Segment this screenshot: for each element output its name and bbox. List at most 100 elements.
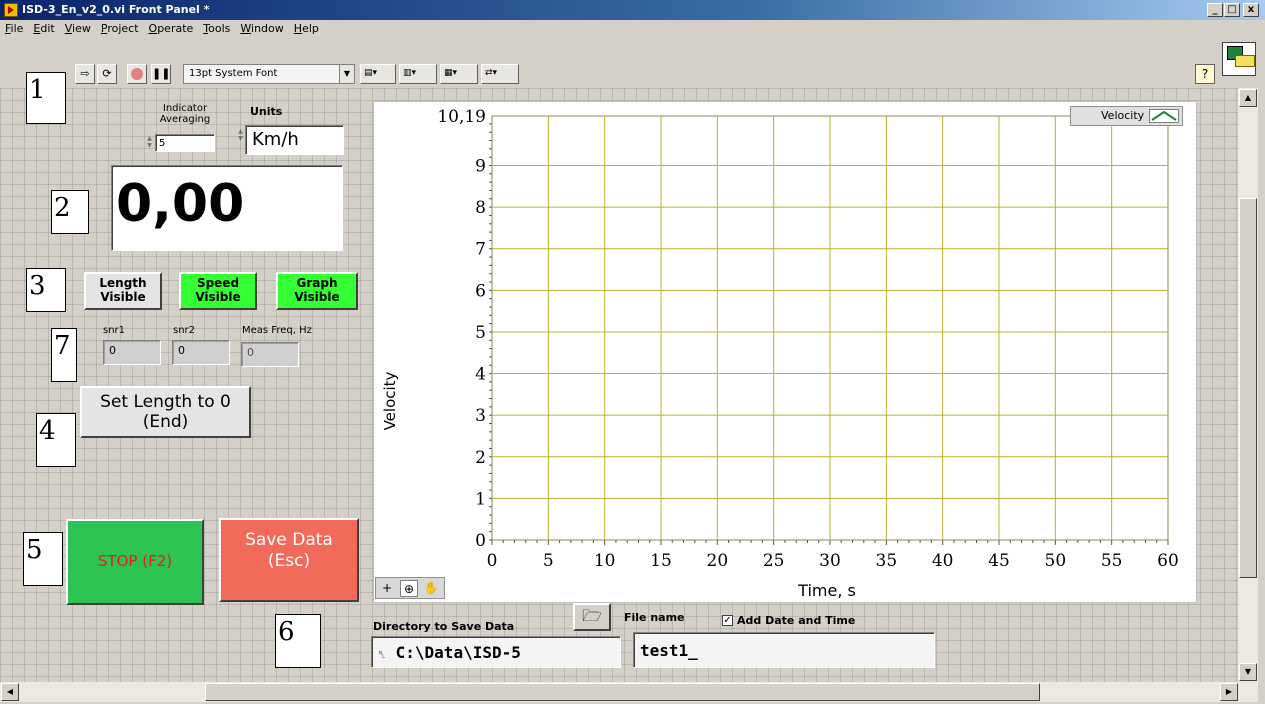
- add-date-time-checkbox[interactable]: ✓: [722, 615, 733, 626]
- reorder-icon[interactable]: ⇄▾: [481, 64, 519, 84]
- file-name-label: File name: [624, 611, 685, 624]
- annotation-6: 6: [275, 614, 321, 668]
- x-axis-label: Time, s: [797, 581, 856, 600]
- speed-visible-toggle[interactable]: Speed Visible: [179, 272, 257, 310]
- path-icon: ␤: [378, 650, 386, 661]
- y-tick-label: 6: [475, 281, 486, 301]
- y-axis-label: Velocity: [381, 371, 399, 430]
- units-select[interactable]: Km/h: [245, 125, 344, 155]
- y-tick-label: 1: [475, 489, 486, 509]
- units-label: Units: [250, 105, 283, 118]
- maximize-button[interactable]: □: [1224, 3, 1240, 17]
- run-continuously-icon[interactable]: ⟳: [97, 64, 117, 84]
- scroll-up-icon[interactable]: ▲: [1239, 89, 1257, 107]
- meas-freq-indicator: 0: [241, 342, 299, 367]
- menu-edit[interactable]: Edit: [33, 22, 55, 35]
- annotation-1: 1: [26, 72, 66, 124]
- menu-operate[interactable]: Operate: [148, 22, 194, 35]
- help-button[interactable]: ?: [1195, 64, 1215, 84]
- graph-svg: 0 5 10 15 20 25 30 35 40 45 50 55 60012345678910,19 …: [381, 107, 1179, 600]
- menu-project[interactable]: Project: [100, 22, 139, 35]
- window-title: ISD-3_En_v2_0.vi Front Panel *: [22, 3, 210, 16]
- directory-path-value: C:\Data\ISD-5: [395, 643, 521, 662]
- graph-palette: + ⊕ ✋: [375, 577, 445, 599]
- y-tick-label: 5: [475, 323, 486, 343]
- legend-line-swatch: [1149, 109, 1179, 123]
- set-length-button[interactable]: Set Length to 0 (End): [80, 386, 251, 438]
- x-tick-label: 10: [594, 551, 616, 571]
- y-tick-label: 0: [475, 531, 486, 551]
- y-tick-label: 10,19: [437, 107, 486, 127]
- averaging-spinner-icon[interactable]: ▲ ▼: [147, 135, 152, 149]
- font-select[interactable]: 13pt System Font ▼: [183, 64, 355, 84]
- x-tick-label: 25: [763, 551, 785, 571]
- y-tick-label: 4: [475, 365, 486, 385]
- length-visible-label: Length Visible: [99, 276, 147, 304]
- toolbar: [0, 39, 1215, 65]
- speed-visible-label: Speed Visible: [195, 276, 241, 304]
- snr1-indicator: 0: [103, 340, 161, 365]
- directory-label: Directory to Save Data: [373, 620, 515, 633]
- menu-view[interactable]: View: [64, 22, 91, 35]
- x-tick-label: 0: [487, 551, 498, 571]
- scroll-down-icon[interactable]: ▼: [1239, 663, 1257, 681]
- pause-icon[interactable]: ❚❚: [151, 64, 171, 84]
- y-tick-label: 9: [475, 157, 486, 177]
- vertical-scrollbar[interactable]: ▲ ▼: [1238, 88, 1258, 682]
- annotation-3: 3: [26, 268, 66, 312]
- connector-pane-icon: [1235, 55, 1255, 67]
- x-tick-label: 5: [543, 551, 554, 571]
- legend-series-name: Velocity: [1101, 109, 1145, 122]
- y-tick-label: 8: [475, 198, 486, 218]
- x-tick-label: 35: [876, 551, 898, 571]
- stop-button[interactable]: STOP (F2): [66, 519, 204, 605]
- x-tick-label: 45: [988, 551, 1010, 571]
- y-tick-label: 2: [475, 448, 486, 468]
- snr1-label: snr1: [103, 325, 126, 336]
- cursor-crosshair-icon[interactable]: +: [381, 581, 393, 595]
- annotation-2: 2: [51, 190, 89, 234]
- scroll-left-icon[interactable]: ◀: [1, 683, 19, 701]
- run-arrow-icon[interactable]: ⇨: [75, 64, 95, 84]
- x-tick-label: 20: [707, 551, 729, 571]
- annotation-5: 5: [23, 532, 63, 586]
- save-data-label: Save Data (Esc): [245, 530, 333, 571]
- file-name-input[interactable]: test1_: [633, 632, 935, 668]
- menu-file[interactable]: File: [5, 22, 24, 35]
- close-button[interactable]: x: [1243, 3, 1259, 17]
- minimize-button[interactable]: _: [1207, 3, 1223, 17]
- vertical-scroll-thumb[interactable]: [1239, 198, 1257, 578]
- indicator-averaging-input[interactable]: 5: [155, 134, 215, 152]
- horizontal-scrollbar[interactable]: ◀ ▶: [0, 682, 1258, 702]
- zoom-icon[interactable]: ⊕: [400, 580, 418, 597]
- length-visible-toggle[interactable]: Length Visible: [84, 272, 162, 310]
- annotation-4: 4: [36, 413, 76, 467]
- abort-icon[interactable]: [127, 64, 147, 84]
- save-data-button[interactable]: Save Data (Esc): [219, 518, 359, 602]
- resize-objects-icon[interactable]: ▦▾: [440, 64, 478, 84]
- browse-folder-icon[interactable]: 🗁: [573, 603, 611, 631]
- vi-icon[interactable]: [1222, 42, 1256, 76]
- directory-path-input[interactable]: ␤ C:\Data\ISD-5: [371, 636, 621, 668]
- add-date-time-label: Add Date and Time: [737, 614, 856, 627]
- x-tick-label: 55: [1101, 551, 1123, 571]
- units-spinner-icon[interactable]: ▲ ▼: [238, 128, 243, 142]
- snr2-label: snr2: [173, 325, 196, 336]
- snr2-indicator: 0: [172, 340, 230, 365]
- scroll-right-icon[interactable]: ▶: [1220, 683, 1238, 701]
- distribute-objects-icon[interactable]: ▥▾: [399, 64, 437, 84]
- font-select-value: 13pt System Font: [189, 68, 278, 79]
- menu-help[interactable]: Help: [293, 22, 319, 35]
- align-objects-icon[interactable]: ▤▾: [360, 64, 396, 84]
- menu-bar: File Edit View Project Operate Tools Window Hel…: [0, 20, 1215, 39]
- menu-window[interactable]: Window: [240, 22, 284, 35]
- indicator-averaging-label: Indicator Averaging: [159, 103, 211, 125]
- graph-visible-toggle[interactable]: Graph Visible: [276, 272, 358, 310]
- menu-tools[interactable]: Tools: [203, 22, 231, 35]
- x-tick-label: 30: [819, 551, 841, 571]
- y-tick-label: 7: [475, 240, 486, 260]
- pan-hand-icon[interactable]: ✋: [423, 581, 439, 595]
- horizontal-scroll-thumb[interactable]: [205, 683, 1040, 701]
- plot-legend[interactable]: Velocity: [1070, 106, 1183, 126]
